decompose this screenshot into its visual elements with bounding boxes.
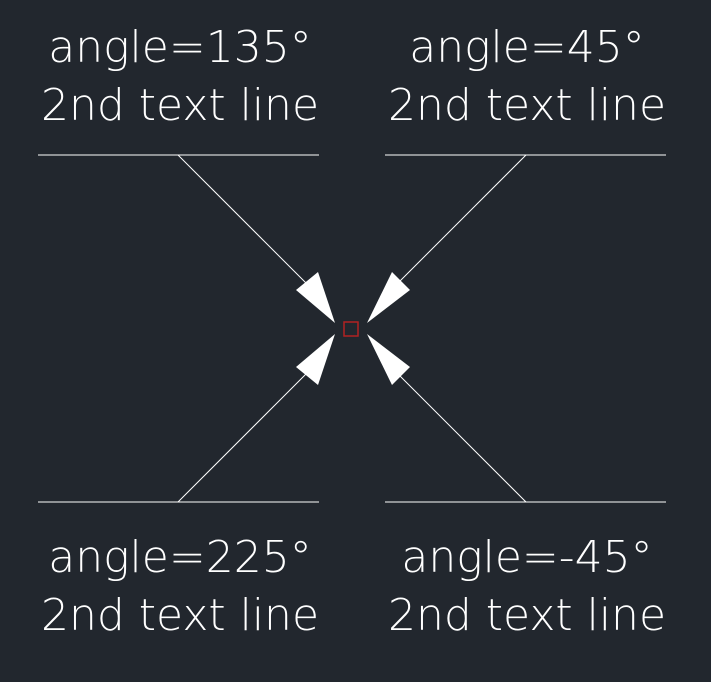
callout-225-arrowhead — [296, 334, 335, 385]
callout-135-line1: angle=135° — [48, 22, 311, 73]
callout-225-leader — [177, 373, 307, 503]
callout-135-arrowhead — [296, 272, 335, 323]
callout-neg45-line2: 2nd text line — [388, 590, 666, 641]
callout-neg45: angle=-45° 2nd text line — [367, 334, 666, 641]
callout-135-line2: 2nd text line — [41, 80, 319, 131]
callout-45-leader — [397, 154, 527, 284]
callout-225-line1: angle=225° — [48, 532, 311, 583]
callout-225-line2: 2nd text line — [41, 590, 319, 641]
callout-225: angle=225° 2nd text line — [38, 334, 335, 641]
callout-45-line2: 2nd text line — [388, 80, 666, 131]
callout-45-line1: angle=45° — [409, 22, 644, 73]
center-anchor-marker — [343, 321, 359, 337]
callout-neg45-arrowhead — [367, 334, 410, 385]
callout-135-leader — [177, 154, 307, 284]
callout-45-arrowhead — [367, 272, 410, 323]
callout-45: angle=45° 2nd text line — [367, 22, 666, 323]
callout-neg45-leader — [397, 373, 527, 503]
callout-neg45-line1: angle=-45° — [401, 532, 652, 583]
callout-135: angle=135° 2nd text line — [38, 22, 335, 323]
